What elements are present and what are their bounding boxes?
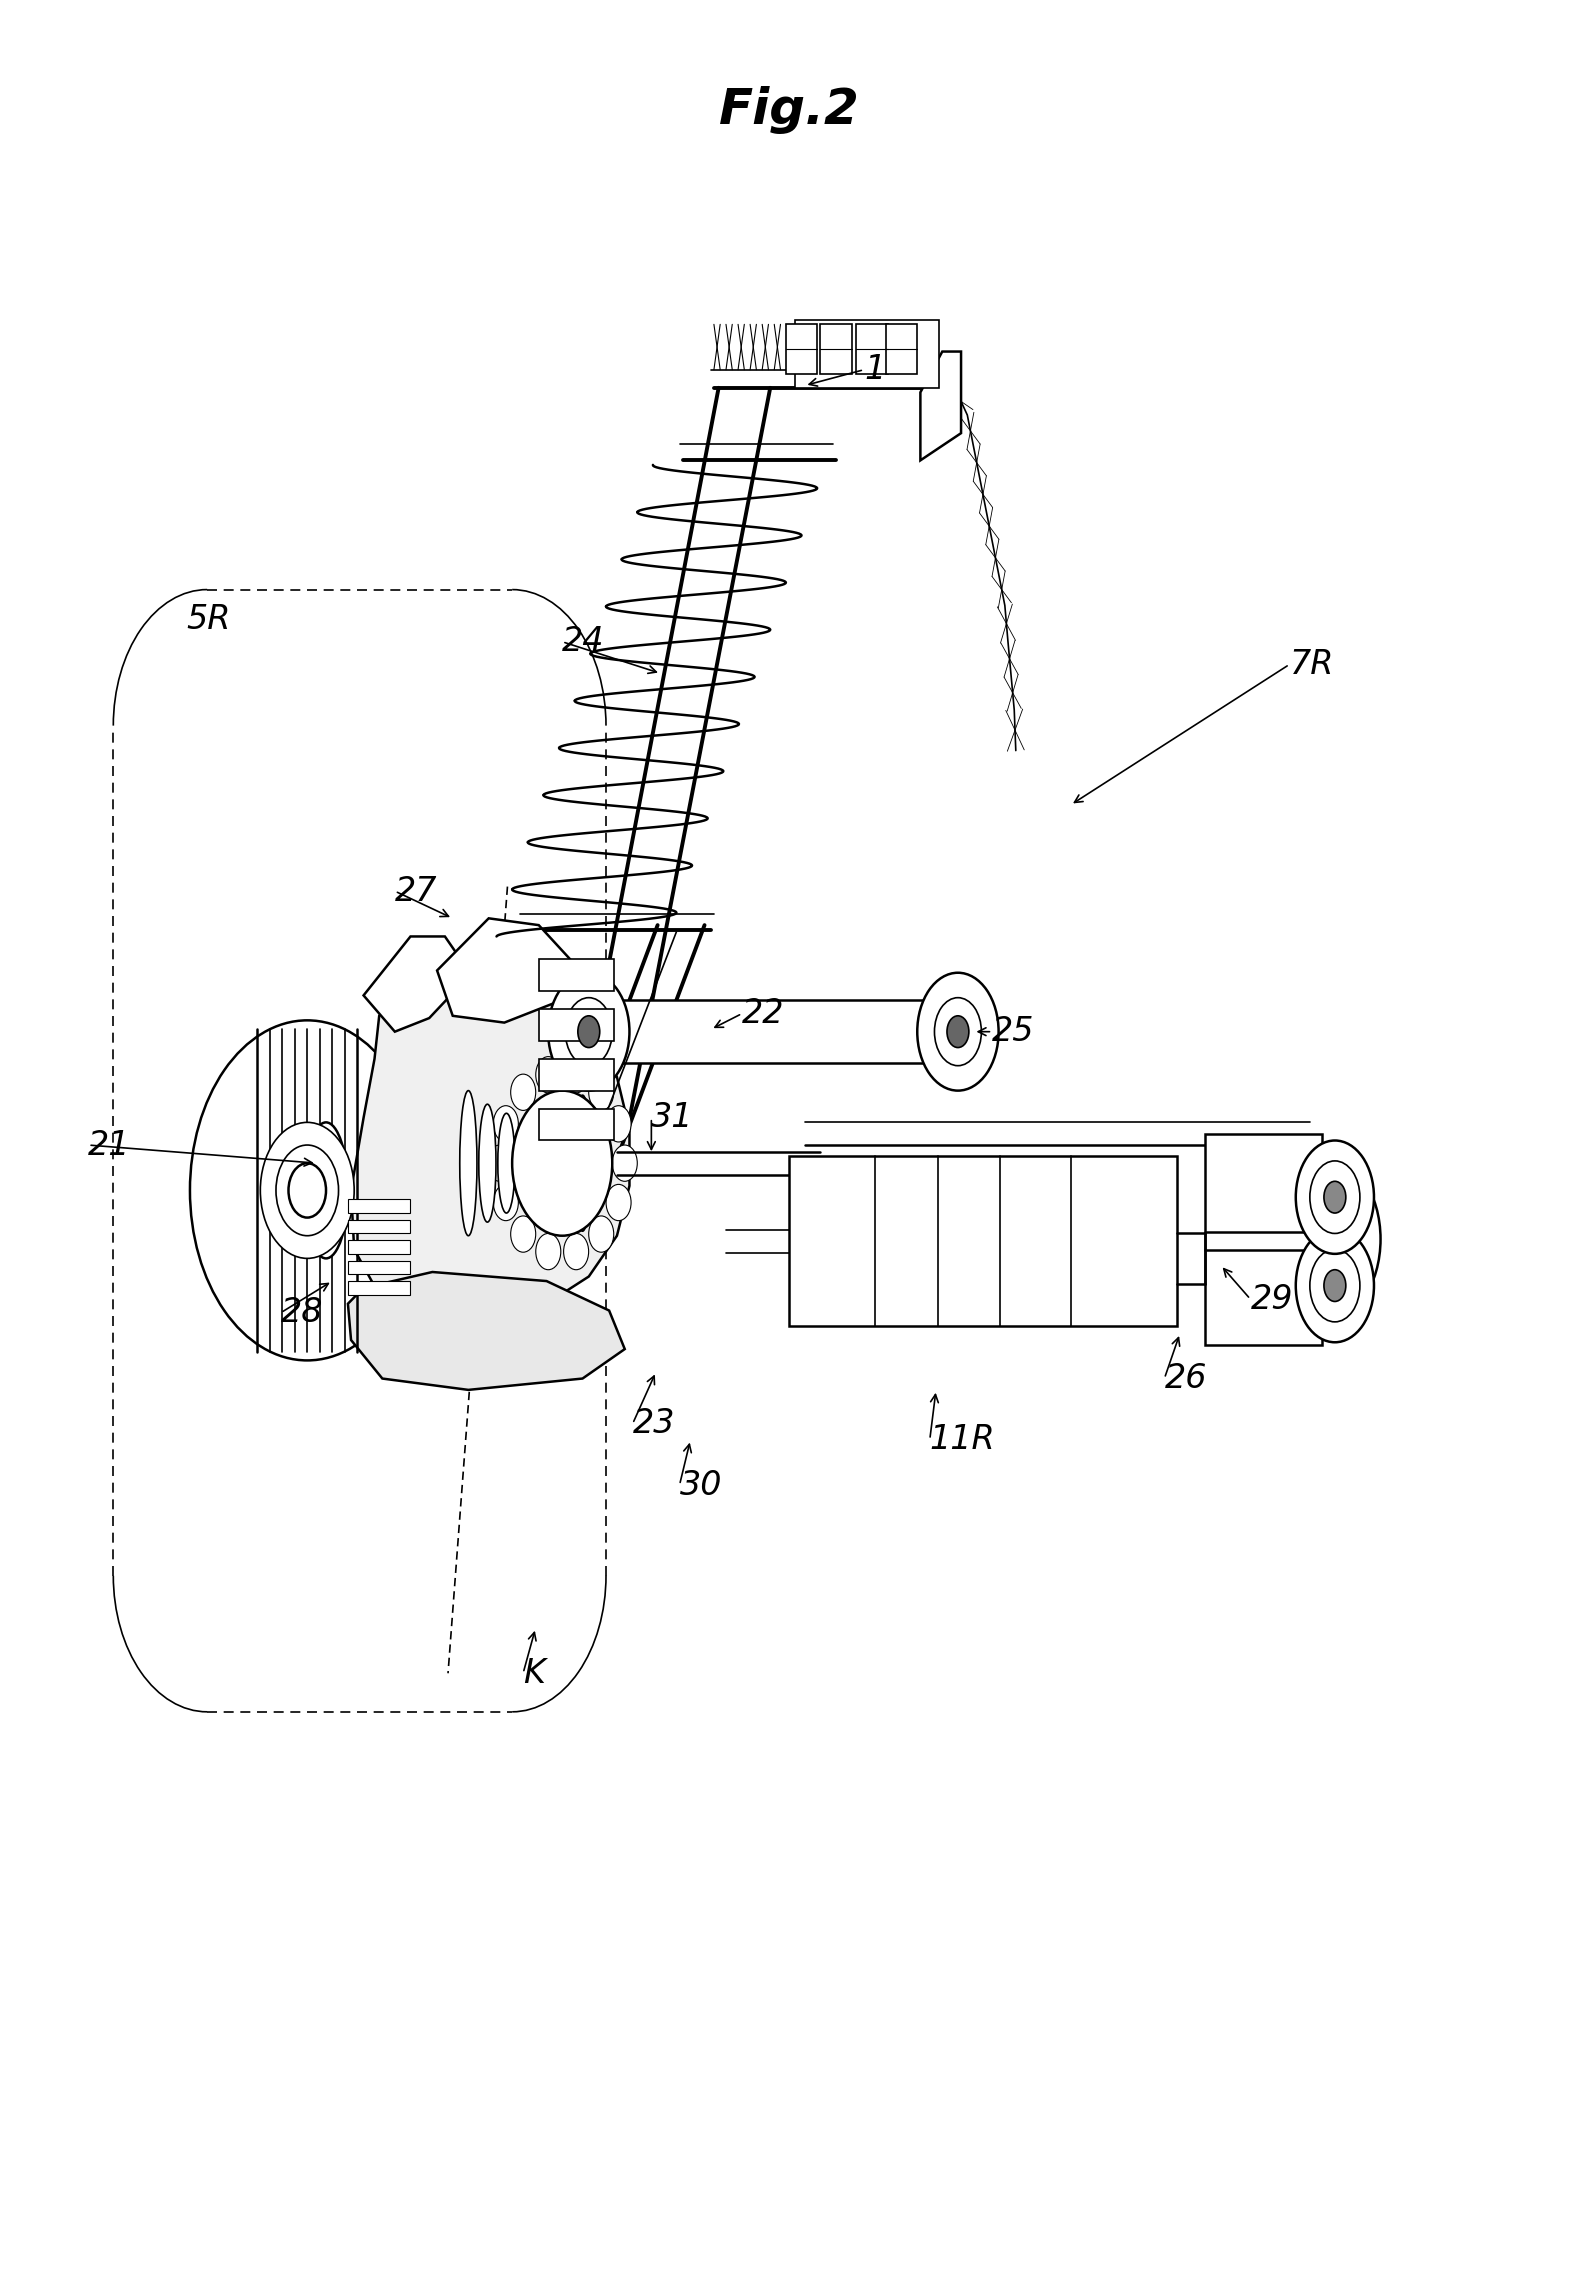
Circle shape [511,1216,535,1252]
Circle shape [589,1074,614,1111]
Circle shape [189,1020,424,1359]
Bar [347,1282,410,1296]
Bar [347,1200,410,1213]
Text: K: K [522,1656,544,1690]
Circle shape [934,997,982,1065]
Circle shape [1296,1140,1374,1255]
Text: 23: 23 [633,1407,675,1439]
Text: 30: 30 [680,1469,723,1501]
Circle shape [563,1234,589,1271]
Bar [795,319,939,388]
Bar [789,1156,1177,1328]
Ellipse shape [459,1090,477,1236]
Text: 25: 25 [993,1015,1035,1049]
Polygon shape [567,999,977,1063]
Ellipse shape [478,1104,495,1223]
Circle shape [537,1056,560,1093]
Ellipse shape [497,1113,514,1213]
Circle shape [589,1216,614,1252]
Circle shape [289,1163,327,1218]
Bar [347,1261,410,1275]
Circle shape [565,997,612,1065]
Circle shape [1310,1161,1360,1234]
Text: 11R: 11R [929,1423,996,1455]
Text: 5R: 5R [186,602,232,636]
Circle shape [537,1234,560,1271]
Circle shape [548,972,630,1090]
Polygon shape [347,1273,625,1389]
Ellipse shape [574,1095,592,1232]
Bar [538,1008,614,1040]
Text: 29: 29 [1250,1282,1292,1316]
Circle shape [917,972,999,1090]
Polygon shape [437,919,570,1022]
Circle shape [578,1015,600,1047]
Ellipse shape [537,1113,552,1213]
Polygon shape [363,937,461,1031]
Polygon shape [350,963,630,1323]
Text: 31: 31 [652,1102,694,1134]
Circle shape [606,1106,631,1143]
Bar [821,324,852,374]
Circle shape [494,1106,518,1143]
Bar [347,1241,410,1255]
Circle shape [488,1145,513,1182]
Circle shape [563,1056,589,1093]
Text: 24: 24 [562,625,604,659]
Circle shape [1310,1250,1360,1323]
Text: 22: 22 [742,997,784,1031]
Circle shape [606,1184,631,1220]
Bar [347,1220,410,1234]
Text: 21: 21 [88,1129,131,1161]
Circle shape [260,1122,353,1259]
Text: 27: 27 [394,874,437,908]
Text: 7R: 7R [1289,648,1333,682]
Bar [538,1058,614,1090]
Circle shape [947,1015,969,1047]
Circle shape [511,1074,535,1111]
Polygon shape [1206,1134,1322,1344]
Text: Fig.2: Fig.2 [718,87,860,135]
Bar [538,1109,614,1140]
Bar [857,324,887,374]
Bar [885,324,917,374]
Text: 1: 1 [865,354,885,385]
Circle shape [276,1145,339,1236]
Text: 28: 28 [281,1296,323,1330]
Bar [786,324,817,374]
Circle shape [494,1184,518,1220]
Circle shape [1324,1271,1346,1302]
Ellipse shape [555,1104,573,1223]
Circle shape [1324,1182,1346,1213]
Ellipse shape [518,1118,533,1209]
Text: 26: 26 [1165,1362,1207,1396]
Circle shape [612,1145,638,1182]
Bar [538,958,614,990]
Ellipse shape [305,1122,347,1259]
Circle shape [513,1090,612,1236]
Polygon shape [920,351,961,461]
Circle shape [1296,1229,1374,1341]
